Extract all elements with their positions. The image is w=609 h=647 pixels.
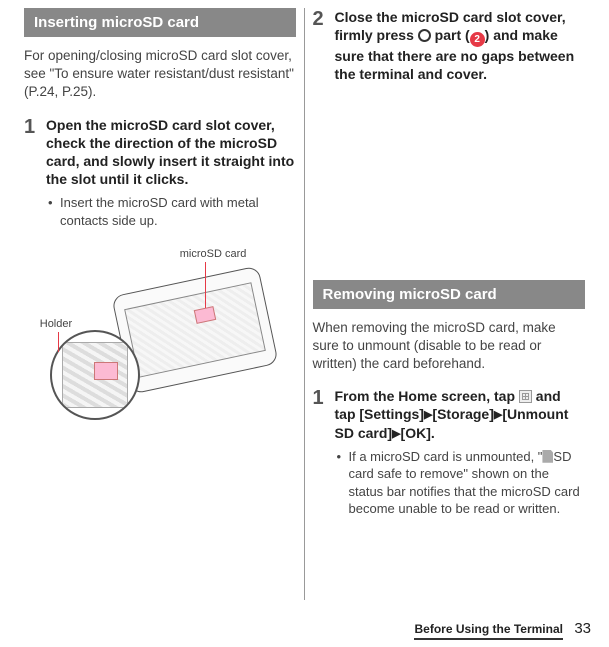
spacer xyxy=(313,100,586,280)
step-bullet: Insert the microSD card with metal conta… xyxy=(46,194,296,229)
step-1-remove: 1 From the Home screen, tap and tap [Set… xyxy=(313,387,586,518)
step-1-insert: 1 Open the microSD card slot cover, chec… xyxy=(24,116,296,230)
footer-section: Before Using the Terminal xyxy=(414,622,562,640)
text-part: From the Home screen, tap xyxy=(335,388,519,404)
left-column: Inserting microSD card For opening/closi… xyxy=(16,8,305,600)
triangle-icon: ▶ xyxy=(392,428,400,440)
right-column: 2 Close the microSD card slot cover, fir… xyxy=(305,8,594,600)
circle-icon xyxy=(418,29,431,42)
intro-text: For opening/closing microSD card slot co… xyxy=(24,47,296,102)
leader-line-holder xyxy=(58,332,59,352)
zoom-sd xyxy=(94,362,118,380)
step-body: Close the microSD card slot cover, firml… xyxy=(335,8,586,90)
step-2-close: 2 Close the microSD card slot cover, fir… xyxy=(313,8,586,90)
section-header-remove: Removing microSD card xyxy=(313,280,586,309)
step-body: From the Home screen, tap and tap [Setti… xyxy=(335,387,586,518)
step-title: From the Home screen, tap and tap [Setti… xyxy=(335,387,586,442)
apps-icon xyxy=(519,390,532,403)
text-part: If a microSD card is unmounted, " xyxy=(349,449,543,464)
page-footer: Before Using the Terminal 33 xyxy=(414,620,591,637)
label-holder: Holder xyxy=(40,318,72,330)
step-number: 1 xyxy=(24,116,46,230)
step-title: Open the microSD card slot cover, check … xyxy=(46,116,296,189)
text-part: [Storage] xyxy=(432,406,493,422)
step-body: Open the microSD card slot cover, check … xyxy=(46,116,296,230)
page-columns: Inserting microSD card For opening/closi… xyxy=(0,0,609,600)
page-number: 33 xyxy=(574,620,591,637)
step-number: 1 xyxy=(313,387,335,518)
text-part: [OK]. xyxy=(401,425,435,441)
text-part: part ( xyxy=(431,27,470,43)
insert-diagram: microSD card Holder xyxy=(40,240,280,430)
sd-icon xyxy=(542,450,553,463)
step-title: Close the microSD card slot cover, firml… xyxy=(335,8,586,84)
num-badge-icon: 2 xyxy=(470,32,485,47)
step-bullet: If a microSD card is unmounted, "SD card… xyxy=(335,448,586,518)
section-header-insert: Inserting microSD card xyxy=(24,8,296,37)
intro-text-remove: When removing the microSD card, make sur… xyxy=(313,319,586,374)
leader-line-sd xyxy=(205,262,206,308)
label-microsd: microSD card xyxy=(180,248,247,260)
step-number: 2 xyxy=(313,8,335,90)
zoom-circle xyxy=(50,330,140,420)
